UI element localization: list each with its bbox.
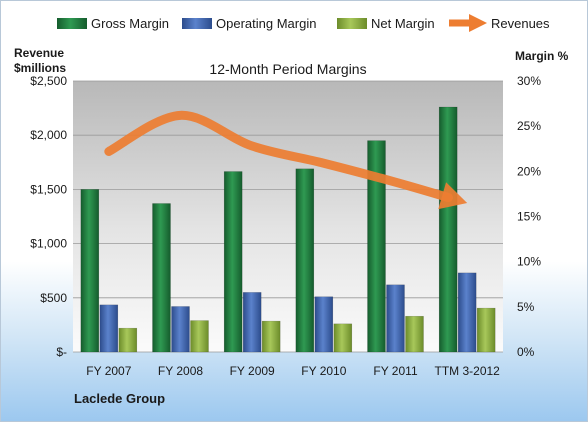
- y-right-tick-label: 0%: [517, 345, 535, 359]
- revenues-line-path: [104, 110, 453, 203]
- tick-labels: $- $500 $1,000 $1,500 $2,000 $2,500 0% 5% 10% 15%…: [30, 74, 541, 378]
- legend-label-gross-margin: Gross Margin: [91, 16, 169, 31]
- gross-margin-bar: [223, 171, 243, 353]
- net-margin-bar: [333, 323, 353, 353]
- x-tick-label: TTM 3-2012: [434, 364, 500, 378]
- gross-margin-bar: [367, 140, 386, 353]
- operating-margin-bar: [171, 306, 190, 353]
- net-margin-bar: [476, 307, 496, 353]
- gridlines: [73, 80, 503, 353]
- company-label: Laclede Group: [74, 391, 165, 406]
- net-margin-bar: [190, 320, 209, 353]
- legend: Gross Margin Operating Margin Net Margin…: [57, 14, 550, 32]
- legend-label-net-margin: Net Margin: [371, 16, 435, 31]
- plot-area: [73, 81, 503, 352]
- y-right-tick-label: 20%: [517, 164, 541, 178]
- legend-swatch-operating-margin: [182, 18, 212, 29]
- y-right-tick-label: 10%: [517, 255, 541, 269]
- legend-swatch-gross-margin: [57, 18, 87, 29]
- operating-margin-bar: [457, 272, 477, 353]
- y-left-tick-label: $2,500: [30, 74, 67, 88]
- y-left-tick-label: $500: [40, 291, 67, 305]
- y-right-tick-label: 30%: [517, 74, 541, 88]
- operating-margin-bar: [242, 292, 262, 353]
- x-tick-label: FY 2010: [301, 364, 346, 378]
- gross-margin-bar: [438, 106, 458, 353]
- operating-margin-bar: [99, 304, 119, 353]
- y-left-label-line2: $millions: [14, 61, 66, 75]
- legend-label-revenues: Revenues: [491, 16, 550, 31]
- bars: [80, 106, 496, 353]
- y-right-tick-label: 15%: [517, 210, 541, 224]
- chart-title: 12-Month Period Margins: [209, 61, 366, 77]
- revenues-arrowhead: [438, 182, 468, 210]
- y-right-tick-label: 25%: [517, 119, 541, 133]
- gross-margin-bar: [295, 168, 315, 353]
- operating-margin-bar: [386, 284, 405, 353]
- gross-margin-bar: [152, 203, 171, 353]
- net-margin-bar: [261, 320, 281, 353]
- legend-swatch-revenues: [449, 14, 487, 32]
- y-left-tick-label: $-: [56, 345, 67, 359]
- legend-swatch-net-margin: [337, 18, 367, 29]
- y-left-tick-label: $1,000: [30, 237, 67, 251]
- y-right-label: Margin %: [515, 49, 569, 63]
- net-margin-bar: [118, 327, 138, 353]
- y-left-label-line1: Revenue: [14, 46, 64, 60]
- net-margin-bar: [405, 315, 424, 353]
- operating-margin-bar: [314, 296, 334, 353]
- x-tick-label: FY 2007: [86, 364, 131, 378]
- y-right-tick-label: 5%: [517, 300, 535, 314]
- revenues-line: [104, 110, 468, 210]
- y-left-tick-label: $2,000: [30, 128, 67, 142]
- x-tick-label: FY 2008: [158, 364, 203, 378]
- x-tick-label: FY 2009: [230, 364, 275, 378]
- y-left-tick-label: $1,500: [30, 182, 67, 196]
- x-tick-label: FY 2011: [373, 364, 418, 378]
- gross-margin-bar: [80, 189, 100, 353]
- legend-label-operating-margin: Operating Margin: [216, 16, 316, 31]
